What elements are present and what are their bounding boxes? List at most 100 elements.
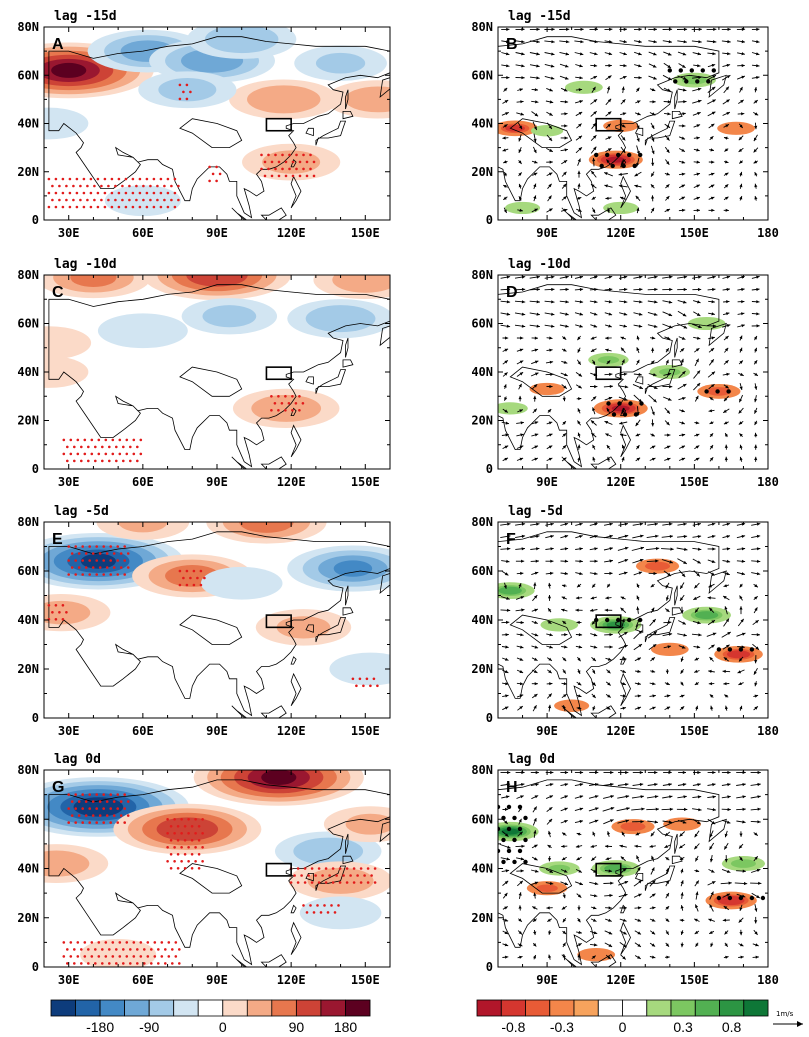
panel-title: lag -5d [54,504,109,519]
stipple-dot [122,948,125,951]
wind-arrowhead [666,209,670,212]
wind-arrowhead [756,534,761,538]
anomaly-center [187,27,297,59]
wind-arrowhead [534,433,539,437]
wind-arrowhead [592,123,596,127]
stipple-dot [145,177,149,181]
stipple-dot [274,153,277,157]
stipple-dot [183,853,187,856]
anomaly-center [44,356,89,388]
wind-arrowhead [534,682,538,686]
wind-arrowhead [563,183,567,188]
wind-arrowhead [757,782,761,787]
stipple-dot [606,401,611,406]
wind-arrowhead [518,583,522,587]
stipple-dot [61,177,65,181]
wind-arrowhead [579,64,583,68]
target-region-box [595,117,622,132]
wind-arrowhead [521,52,525,56]
wind-arrowhead [577,657,581,662]
stipple-dot [309,153,312,157]
wind-arrowhead [519,88,523,92]
wind-arrowhead [622,137,626,141]
vector-reference-legend: 1m/s [773,1010,803,1027]
stipple-dot [88,545,91,548]
wind-arrowhead [624,893,628,897]
wind-arrowhead [651,360,655,364]
wind-arrowhead [548,807,553,811]
stipple-dot [66,445,69,449]
stipple-dot [280,402,284,405]
wind-arrowhead [711,620,715,624]
wind-arrowhead [590,336,595,340]
wind-arrowhead [521,40,525,44]
wind-arrowhead [724,859,728,863]
stipple-dot [307,874,310,877]
stipple-dot [197,853,201,856]
wind-arrowhead [561,906,566,910]
wind-arrowhead [683,633,687,637]
stipple-dot [152,205,156,209]
stipple-dot [121,184,124,188]
wind-arrowhead [549,208,553,212]
wind-arrowhead [506,300,511,304]
wind-arrowhead [741,112,745,116]
stipple-dot [167,955,171,958]
wind-arrowhead [548,608,552,612]
stipple-dot [123,821,126,824]
wind-arrowhead [680,706,685,710]
stipple-dot [356,874,359,877]
wind-arrowhead [548,657,552,661]
stipple-dot [66,459,69,463]
wind-arrowhead [696,160,700,164]
target-region-box [595,366,622,381]
wind-arrowhead [739,335,743,340]
wind-arrowhead [549,881,554,885]
stipple-dot [110,191,114,195]
stipple-dot [622,412,628,417]
wind-arrowhead [624,559,629,563]
stipple-dot [70,800,74,803]
coastline [305,127,314,137]
wind-arrowhead [562,954,566,958]
wind-arrowhead [725,360,729,364]
wind-arrowhead [638,312,643,316]
wind-arrowhead [607,657,612,661]
stipple-dot [114,198,117,202]
wind-arrowhead [564,136,568,140]
stipple-dot [95,793,98,796]
wind-arrowhead [754,410,758,414]
wind-arrowhead [533,818,537,822]
wind-arrowhead [682,124,686,128]
stipple-dot [95,573,98,576]
stipple-dot [116,807,119,810]
stipple-dot [87,948,90,951]
wind-arrowhead [623,76,627,79]
wind-arrowhead [726,63,731,67]
wind-arrowhead [549,112,553,116]
contour-band [202,305,257,328]
wind-arrowhead [696,573,700,577]
x-tick-label: 60E [132,724,154,738]
wind-arrowhead [606,706,611,710]
stipple-dot [156,198,159,202]
stipple-dot [74,807,77,810]
wind-arrowhead [665,918,670,922]
wind-arrowhead [577,456,581,461]
wind-arrowhead [651,423,655,427]
wind-arrowhead [696,196,700,200]
wind-arrowhead [652,694,656,698]
wind-arrowhead [739,857,743,861]
coastline [48,531,390,717]
y-tick-label: 0 [32,462,39,476]
wind-arrowhead [756,547,761,551]
stipple-dot [194,818,197,821]
colorbar-swatch [476,999,502,1017]
wind-arrowhead [754,112,759,116]
coastline [634,127,644,137]
wind-arrowhead [724,184,729,188]
wind-arrowhead [741,894,746,898]
wind-arrowhead [698,75,702,80]
wind-arrowhead [637,657,641,661]
